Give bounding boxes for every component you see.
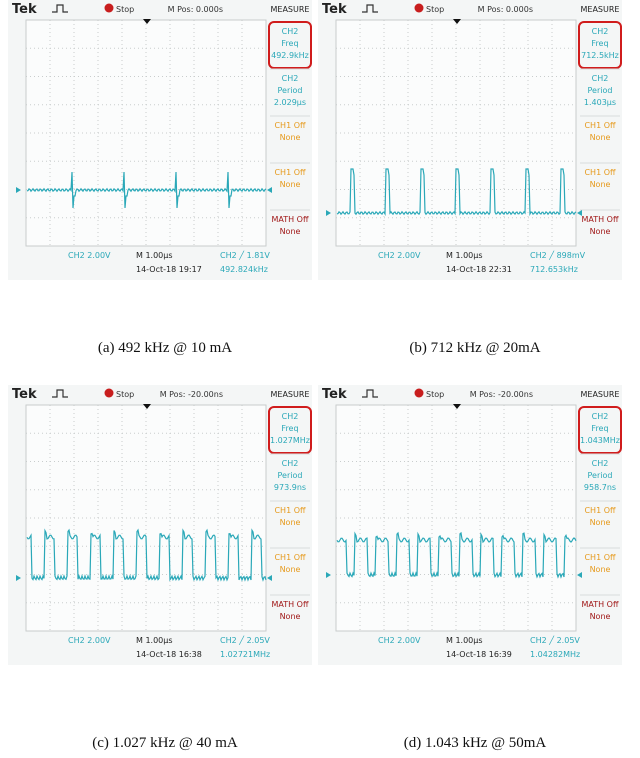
measure-text: 1.027MHz bbox=[270, 436, 310, 445]
run-state: Stop bbox=[116, 390, 134, 399]
position: M Pos: 0.000s bbox=[478, 5, 533, 14]
footer-date: 14-Oct-18 19:17 bbox=[136, 265, 202, 274]
caption: (c) 1.027 kHz @ 40 mA bbox=[10, 735, 320, 752]
menu: MEASURE bbox=[581, 5, 620, 14]
footer-trigger: CH2 ╱ 898mV bbox=[530, 250, 586, 260]
measure-text: Freq bbox=[281, 424, 298, 433]
scope-screen: Tek Stop M Pos: 0.000s MEASURE CH2 Freq 492.9k… bbox=[8, 0, 312, 280]
footer-channel: CH2 2.00V bbox=[68, 251, 111, 260]
footer-date: 14-Oct-18 22:31 bbox=[446, 265, 512, 274]
measure-text: MATH Off bbox=[581, 215, 618, 224]
run-state: Stop bbox=[116, 5, 134, 14]
scope-screen: Tek Stop M Pos: -20.00ns MEASURE CH2 Freq 1.04… bbox=[318, 385, 622, 665]
measure-text: MATH Off bbox=[271, 215, 308, 224]
measure-text: CH2 bbox=[592, 27, 609, 36]
measure-text: Freq bbox=[591, 39, 608, 48]
brand: Tek bbox=[12, 387, 37, 402]
stop-dot bbox=[415, 389, 424, 398]
footer-frequency: 492.824kHz bbox=[220, 265, 268, 274]
caption: (a) 492 kHz @ 10 mA bbox=[10, 340, 320, 357]
footer-timebase: M 1.00µs bbox=[136, 251, 173, 260]
footer-channel: CH2 2.00V bbox=[68, 636, 111, 645]
stop-dot bbox=[415, 4, 424, 13]
measure-text: None bbox=[280, 227, 301, 236]
footer-timebase: M 1.00µs bbox=[446, 636, 483, 645]
footer-date: 14-Oct-18 16:39 bbox=[446, 650, 512, 659]
measure-text: 973.9ns bbox=[274, 483, 306, 492]
measure-text: CH2 bbox=[592, 74, 609, 83]
measure-text: None bbox=[590, 612, 611, 621]
footer-trigger: CH2 ╱ 2.05V bbox=[220, 635, 270, 645]
footer-timebase: M 1.00µs bbox=[446, 251, 483, 260]
brand: Tek bbox=[322, 387, 347, 402]
measure-text: CH2 bbox=[592, 412, 609, 421]
footer-channel: CH2 2.00V bbox=[378, 251, 421, 260]
footer-frequency: 1.04282MHz bbox=[530, 650, 580, 659]
measure-text: MATH Off bbox=[271, 600, 308, 609]
brand: Tek bbox=[12, 2, 37, 17]
measure-text: CH1 Off bbox=[584, 121, 616, 130]
measure-text: CH1 Off bbox=[274, 168, 306, 177]
measure-text: None bbox=[590, 565, 611, 574]
run-state: Stop bbox=[426, 390, 444, 399]
measure-text: Period bbox=[278, 86, 303, 95]
menu: MEASURE bbox=[581, 390, 620, 399]
measure-text: Period bbox=[278, 471, 303, 480]
measure-text: 1.043MHz bbox=[580, 436, 620, 445]
measure-text: CH1 Off bbox=[584, 168, 616, 177]
measure-text: None bbox=[590, 227, 611, 236]
figure: Tek Stop M Pos: 0.000s MEASURE CH2 Freq 492.9k… bbox=[0, 0, 640, 758]
measure-text: None bbox=[280, 565, 301, 574]
measure-text: 2.029µs bbox=[274, 98, 306, 107]
measure-text: 492.9kHz bbox=[271, 51, 309, 60]
menu: MEASURE bbox=[271, 5, 310, 14]
footer-date: 14-Oct-18 16:38 bbox=[136, 650, 202, 659]
measure-text: None bbox=[590, 518, 611, 527]
measure-text: CH1 Off bbox=[274, 506, 306, 515]
scope-screen: Tek Stop M Pos: 0.000s MEASURE CH2 Freq 712.5k… bbox=[318, 0, 622, 280]
stop-dot bbox=[105, 4, 114, 13]
measure-text: 712.5kHz bbox=[581, 51, 619, 60]
position: M Pos: 0.000s bbox=[168, 5, 223, 14]
footer-frequency: 1.02721MHz bbox=[220, 650, 270, 659]
footer-channel: CH2 2.00V bbox=[378, 636, 421, 645]
caption: (b) 712 kHz @ 20mA bbox=[320, 340, 630, 357]
measure-text: None bbox=[280, 133, 301, 142]
measure-text: Period bbox=[588, 471, 613, 480]
footer-trigger: CH2 ╱ 2.05V bbox=[530, 635, 580, 645]
measure-text: None bbox=[590, 180, 611, 189]
measure-text: CH2 bbox=[282, 412, 299, 421]
measure-text: Freq bbox=[281, 39, 298, 48]
menu: MEASURE bbox=[271, 390, 310, 399]
measure-text: 1.403µs bbox=[584, 98, 616, 107]
footer-trigger: CH2 ╱ 1.81V bbox=[220, 250, 270, 260]
caption: (d) 1.043 kHz @ 50mA bbox=[320, 735, 630, 752]
measure-text: MATH Off bbox=[581, 600, 618, 609]
measure-text: CH1 Off bbox=[274, 121, 306, 130]
position: M Pos: -20.00ns bbox=[160, 390, 223, 399]
measure-text: CH2 bbox=[282, 74, 299, 83]
position: M Pos: -20.00ns bbox=[470, 390, 533, 399]
stop-dot bbox=[105, 389, 114, 398]
measure-text: CH2 bbox=[282, 459, 299, 468]
footer-frequency: 712.653kHz bbox=[530, 265, 578, 274]
measure-text: CH1 Off bbox=[274, 553, 306, 562]
run-state: Stop bbox=[426, 5, 444, 14]
measure-text: CH2 bbox=[592, 459, 609, 468]
measure-text: CH2 bbox=[282, 27, 299, 36]
measure-text: 958.7ns bbox=[584, 483, 616, 492]
measure-text: None bbox=[280, 518, 301, 527]
measure-text: Freq bbox=[591, 424, 608, 433]
measure-text: None bbox=[280, 612, 301, 621]
measure-text: CH1 Off bbox=[584, 506, 616, 515]
scope-screen: Tek Stop M Pos: -20.00ns MEASURE CH2 Freq 1.02… bbox=[8, 385, 312, 665]
measure-text: None bbox=[280, 180, 301, 189]
footer-timebase: M 1.00µs bbox=[136, 636, 173, 645]
brand: Tek bbox=[322, 2, 347, 17]
measure-text: None bbox=[590, 133, 611, 142]
measure-text: CH1 Off bbox=[584, 553, 616, 562]
measure-text: Period bbox=[588, 86, 613, 95]
